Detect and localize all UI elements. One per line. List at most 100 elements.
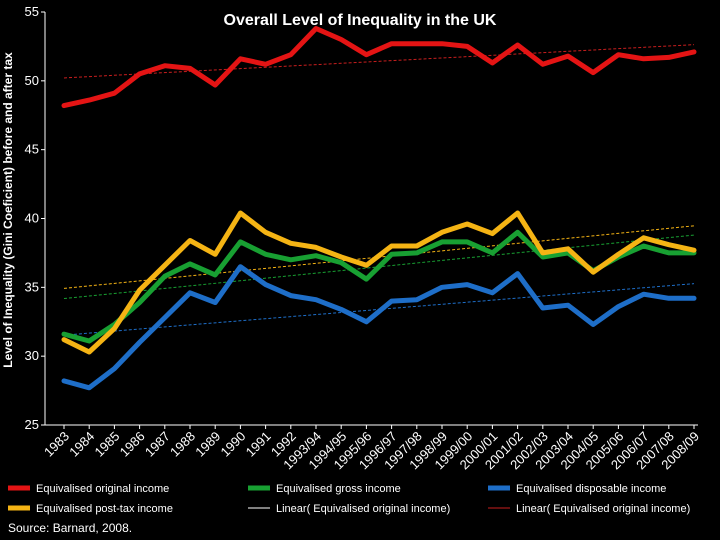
data-point xyxy=(542,307,544,309)
data-point xyxy=(542,63,544,65)
legend-label: Linear( Equivalised original income) xyxy=(516,503,690,515)
data-point xyxy=(517,44,519,46)
data-point xyxy=(315,255,317,257)
data-point xyxy=(239,212,241,214)
x-tick-label: 1988 xyxy=(167,429,198,460)
data-point xyxy=(391,245,393,247)
data-point xyxy=(491,233,493,235)
data-point xyxy=(491,292,493,294)
data-point xyxy=(391,43,393,45)
data-point xyxy=(643,245,645,247)
y-axis-label: Level of Inequality (Gini Coeficient) be… xyxy=(1,52,15,368)
data-point xyxy=(214,84,216,86)
data-point xyxy=(542,256,544,258)
data-point xyxy=(340,256,342,258)
data-point xyxy=(517,212,519,214)
data-point xyxy=(416,245,418,247)
data-point xyxy=(466,223,468,225)
data-point xyxy=(189,263,191,265)
x-tick-label: 1984 xyxy=(66,429,97,460)
data-point xyxy=(139,73,141,75)
legend-label: Equivalised disposable income xyxy=(516,483,666,495)
y-tick-label: 55 xyxy=(25,4,39,19)
data-point xyxy=(113,92,115,94)
data-point xyxy=(164,264,166,266)
data-point xyxy=(668,56,670,58)
data-point xyxy=(693,51,695,53)
data-point xyxy=(643,237,645,239)
x-tick-label: 1985 xyxy=(91,429,122,460)
data-point xyxy=(466,284,468,286)
data-point xyxy=(164,317,166,319)
data-point xyxy=(567,252,569,254)
data-point xyxy=(592,324,594,326)
data-point xyxy=(113,368,115,370)
data-point xyxy=(466,45,468,47)
data-point xyxy=(617,306,619,308)
data-point xyxy=(617,253,619,255)
x-tick-label: 1990 xyxy=(217,429,248,460)
data-point xyxy=(164,275,166,277)
data-point xyxy=(88,340,90,342)
data-point xyxy=(643,293,645,295)
x-tick-label: 1987 xyxy=(142,429,173,460)
data-point xyxy=(542,252,544,254)
legend-label: Equivalised original income xyxy=(36,483,169,495)
data-point xyxy=(416,299,418,301)
data-point xyxy=(668,297,670,299)
legend-label: Equivalised post-tax income xyxy=(36,503,173,515)
y-tick-label: 25 xyxy=(25,417,39,432)
data-point xyxy=(365,264,367,266)
data-point xyxy=(189,67,191,69)
y-tick-label: 50 xyxy=(25,73,39,88)
data-point xyxy=(592,72,594,74)
data-point xyxy=(63,333,65,335)
source-note: Source: Barnard, 2008. xyxy=(8,521,132,535)
data-point xyxy=(63,380,65,382)
data-point xyxy=(63,105,65,107)
data-point xyxy=(265,63,267,65)
series-line-equivalised-post-tax-income xyxy=(61,210,697,355)
data-point xyxy=(391,300,393,302)
data-point xyxy=(517,273,519,275)
data-point xyxy=(265,253,267,255)
data-point xyxy=(441,286,443,288)
data-point xyxy=(139,301,141,303)
chart-title: Overall Level of Inequality in the UK xyxy=(224,12,497,29)
data-point xyxy=(214,274,216,276)
data-point xyxy=(315,246,317,248)
data-point xyxy=(113,328,115,330)
data-point xyxy=(441,43,443,45)
data-point xyxy=(491,62,493,64)
data-point xyxy=(290,295,292,297)
data-point xyxy=(265,284,267,286)
series-line-equivalised-disposable-income xyxy=(61,264,697,391)
data-point xyxy=(491,252,493,254)
data-point xyxy=(88,99,90,101)
data-point xyxy=(592,271,594,273)
data-point xyxy=(466,241,468,243)
data-point xyxy=(139,289,141,291)
data-point xyxy=(214,253,216,255)
data-point xyxy=(617,54,619,56)
legend-label: Linear( Equivalised original income) xyxy=(276,503,450,515)
data-point xyxy=(88,351,90,353)
data-point xyxy=(365,278,367,280)
x-tick-label: 1991 xyxy=(243,429,274,460)
data-point xyxy=(416,43,418,45)
data-point xyxy=(567,248,569,250)
data-point xyxy=(416,252,418,254)
data-point xyxy=(365,54,367,56)
data-point xyxy=(693,249,695,251)
data-point xyxy=(189,240,191,242)
data-point xyxy=(567,304,569,306)
data-point xyxy=(340,39,342,41)
x-tick-label: 1989 xyxy=(192,429,223,460)
trendline xyxy=(63,44,695,79)
data-point xyxy=(290,242,292,244)
data-point xyxy=(315,299,317,301)
legend-label: Equivalised gross income xyxy=(276,483,401,495)
series-line-equivalised-original-income xyxy=(61,26,697,109)
data-point xyxy=(668,252,670,254)
